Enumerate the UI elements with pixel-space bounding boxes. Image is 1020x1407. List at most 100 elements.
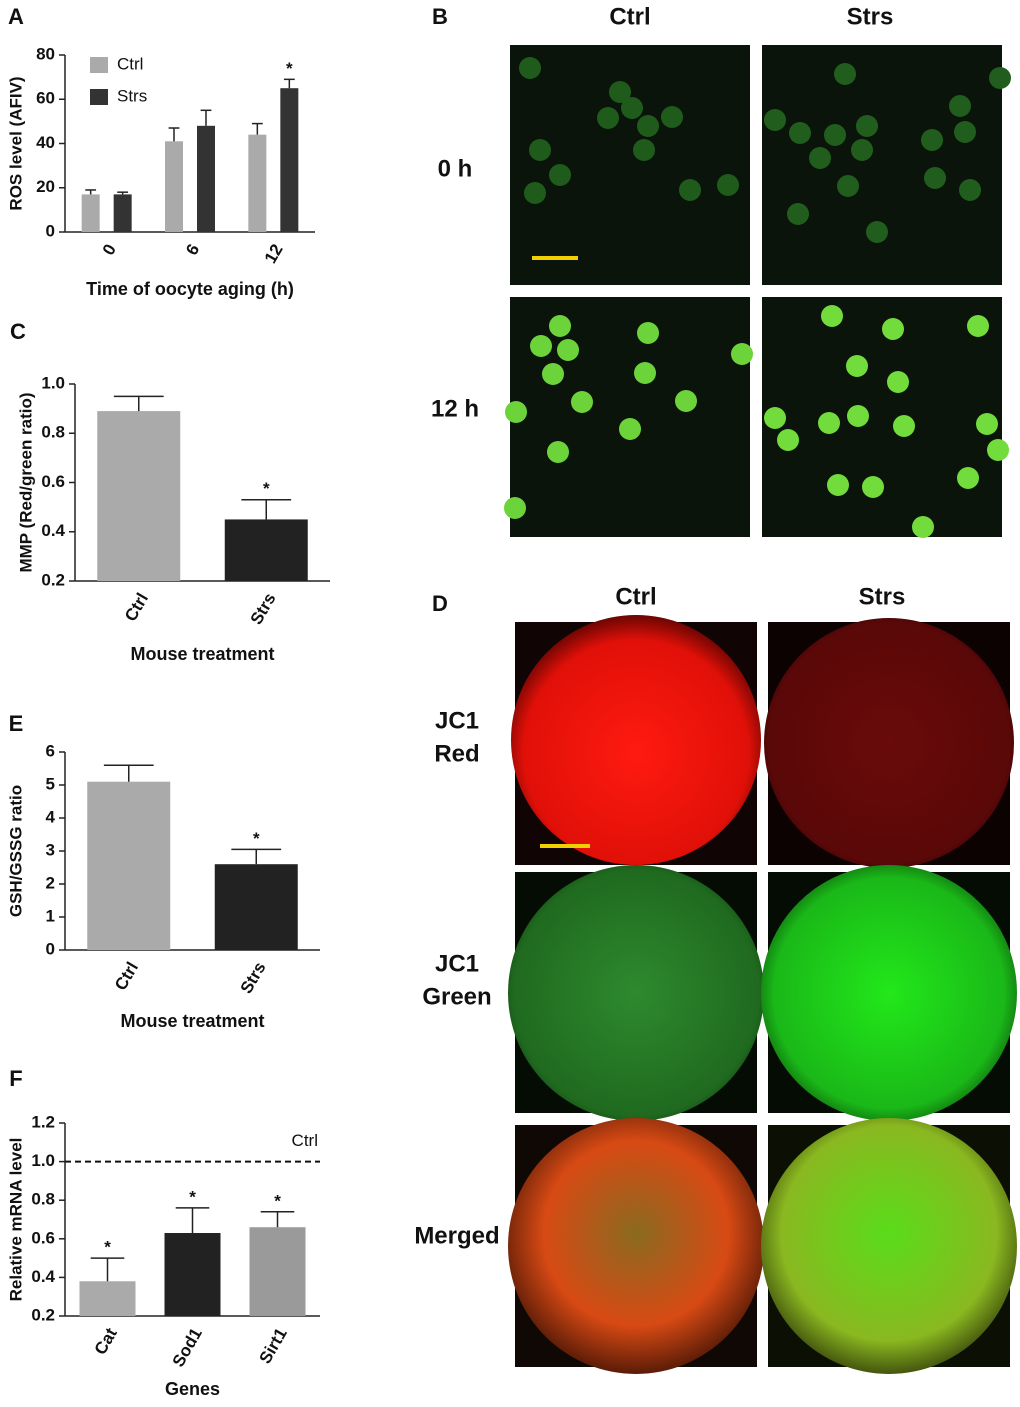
x-axis-label: Mouse treatment — [130, 644, 274, 664]
oocyte — [661, 106, 683, 128]
oocyte — [530, 335, 552, 357]
oocyte — [957, 467, 979, 489]
oocyte — [827, 474, 849, 496]
oocyte — [847, 405, 869, 427]
oocyte — [519, 57, 541, 79]
oocyte — [764, 618, 1014, 868]
oocyte — [866, 221, 888, 243]
y-tick-label: 20 — [36, 177, 55, 196]
oocyte — [547, 441, 569, 463]
x-tick-label: Strs — [247, 590, 280, 628]
image — [762, 45, 1002, 285]
oocyte — [954, 121, 976, 143]
oocyte — [609, 81, 631, 103]
bar — [165, 141, 183, 232]
y-tick-label: 4 — [46, 807, 56, 826]
y-tick-label: 1.0 — [31, 1151, 55, 1170]
row-label: JC1 — [435, 707, 479, 734]
oocyte — [511, 615, 761, 865]
x-tick-label: 12 — [261, 241, 287, 267]
significance-mark: * — [286, 59, 293, 78]
row-label: Merged — [414, 1222, 499, 1249]
oocyte — [597, 107, 619, 129]
panel-letter: E — [9, 711, 24, 736]
y-tick-label: 0.6 — [41, 472, 65, 491]
y-tick-label: 1.0 — [41, 373, 65, 392]
oocyte — [504, 497, 526, 519]
bar — [197, 125, 215, 232]
oocyte — [524, 182, 546, 204]
oocyte — [761, 865, 1017, 1121]
row-label: Red — [434, 740, 479, 767]
row-label: 12 h — [431, 395, 479, 422]
y-tick-label: 40 — [36, 133, 55, 152]
oocyte — [505, 401, 527, 423]
oocyte — [571, 391, 593, 413]
oocyte — [882, 318, 904, 340]
bar — [248, 134, 267, 232]
y-tick-label: 0.2 — [41, 570, 65, 589]
panel-letter: D — [432, 591, 448, 616]
oocyte — [987, 439, 1009, 461]
x-tick-label: Sirt1 — [255, 1325, 290, 1367]
oocyte — [949, 95, 971, 117]
bar — [113, 194, 132, 232]
y-tick-label: 5 — [46, 774, 55, 793]
oocyte — [633, 139, 655, 161]
oocyte — [959, 179, 981, 201]
panel-letter: A — [8, 4, 24, 29]
y-tick-label: 60 — [36, 89, 55, 108]
significance-mark: * — [274, 1191, 281, 1210]
oocyte — [717, 174, 739, 196]
y-tick-label: 0.4 — [41, 521, 65, 540]
y-tick-label: 0 — [46, 221, 55, 240]
oocyte — [821, 305, 843, 327]
panel-letter: C — [10, 319, 26, 344]
oocyte — [834, 63, 856, 85]
column-label: Ctrl — [609, 3, 650, 30]
reference-label: Ctrl — [292, 1131, 318, 1150]
image — [510, 45, 750, 285]
y-tick-label: 80 — [36, 44, 55, 63]
row-label: 0 h — [438, 155, 473, 182]
oocyte — [634, 362, 656, 384]
micrographs — [504, 45, 1017, 1374]
oocyte — [549, 315, 571, 337]
y-tick-label: 2 — [46, 873, 55, 892]
significance-mark: * — [263, 479, 270, 498]
oocyte — [837, 175, 859, 197]
oocyte — [557, 339, 579, 361]
oocyte — [787, 203, 809, 225]
oocyte — [851, 139, 873, 161]
oocyte — [637, 115, 659, 137]
x-tick-label: Strs — [237, 959, 270, 997]
row-label: Green — [422, 983, 491, 1010]
y-axis-label: MMP (Red/green ratio) — [16, 392, 35, 572]
bar — [224, 519, 308, 581]
oocyte — [542, 363, 564, 385]
x-tick-label: Ctrl — [111, 959, 142, 994]
oocyte — [921, 129, 943, 151]
bar — [79, 1281, 136, 1316]
image — [510, 297, 750, 537]
oocyte — [731, 343, 753, 365]
x-axis-label: Mouse treatment — [120, 1011, 264, 1031]
oocyte — [887, 371, 909, 393]
x-axis-label: Time of oocyte aging (h) — [86, 279, 294, 299]
oocyte — [529, 139, 551, 161]
oocyte — [764, 407, 786, 429]
column-label: Strs — [859, 583, 906, 610]
x-tick-label: Cat — [91, 1324, 121, 1358]
significance-mark: * — [253, 829, 260, 848]
oocyte — [621, 97, 643, 119]
oocyte — [893, 415, 915, 437]
y-tick-label: 1 — [46, 906, 55, 925]
y-tick-label: 0 — [46, 939, 55, 958]
x-tick-label: 0 — [99, 241, 120, 259]
oocyte — [764, 109, 786, 131]
y-tick-label: 0.2 — [31, 1305, 55, 1324]
oocyte — [976, 413, 998, 435]
oocyte — [989, 67, 1011, 89]
oocyte — [508, 1118, 764, 1374]
